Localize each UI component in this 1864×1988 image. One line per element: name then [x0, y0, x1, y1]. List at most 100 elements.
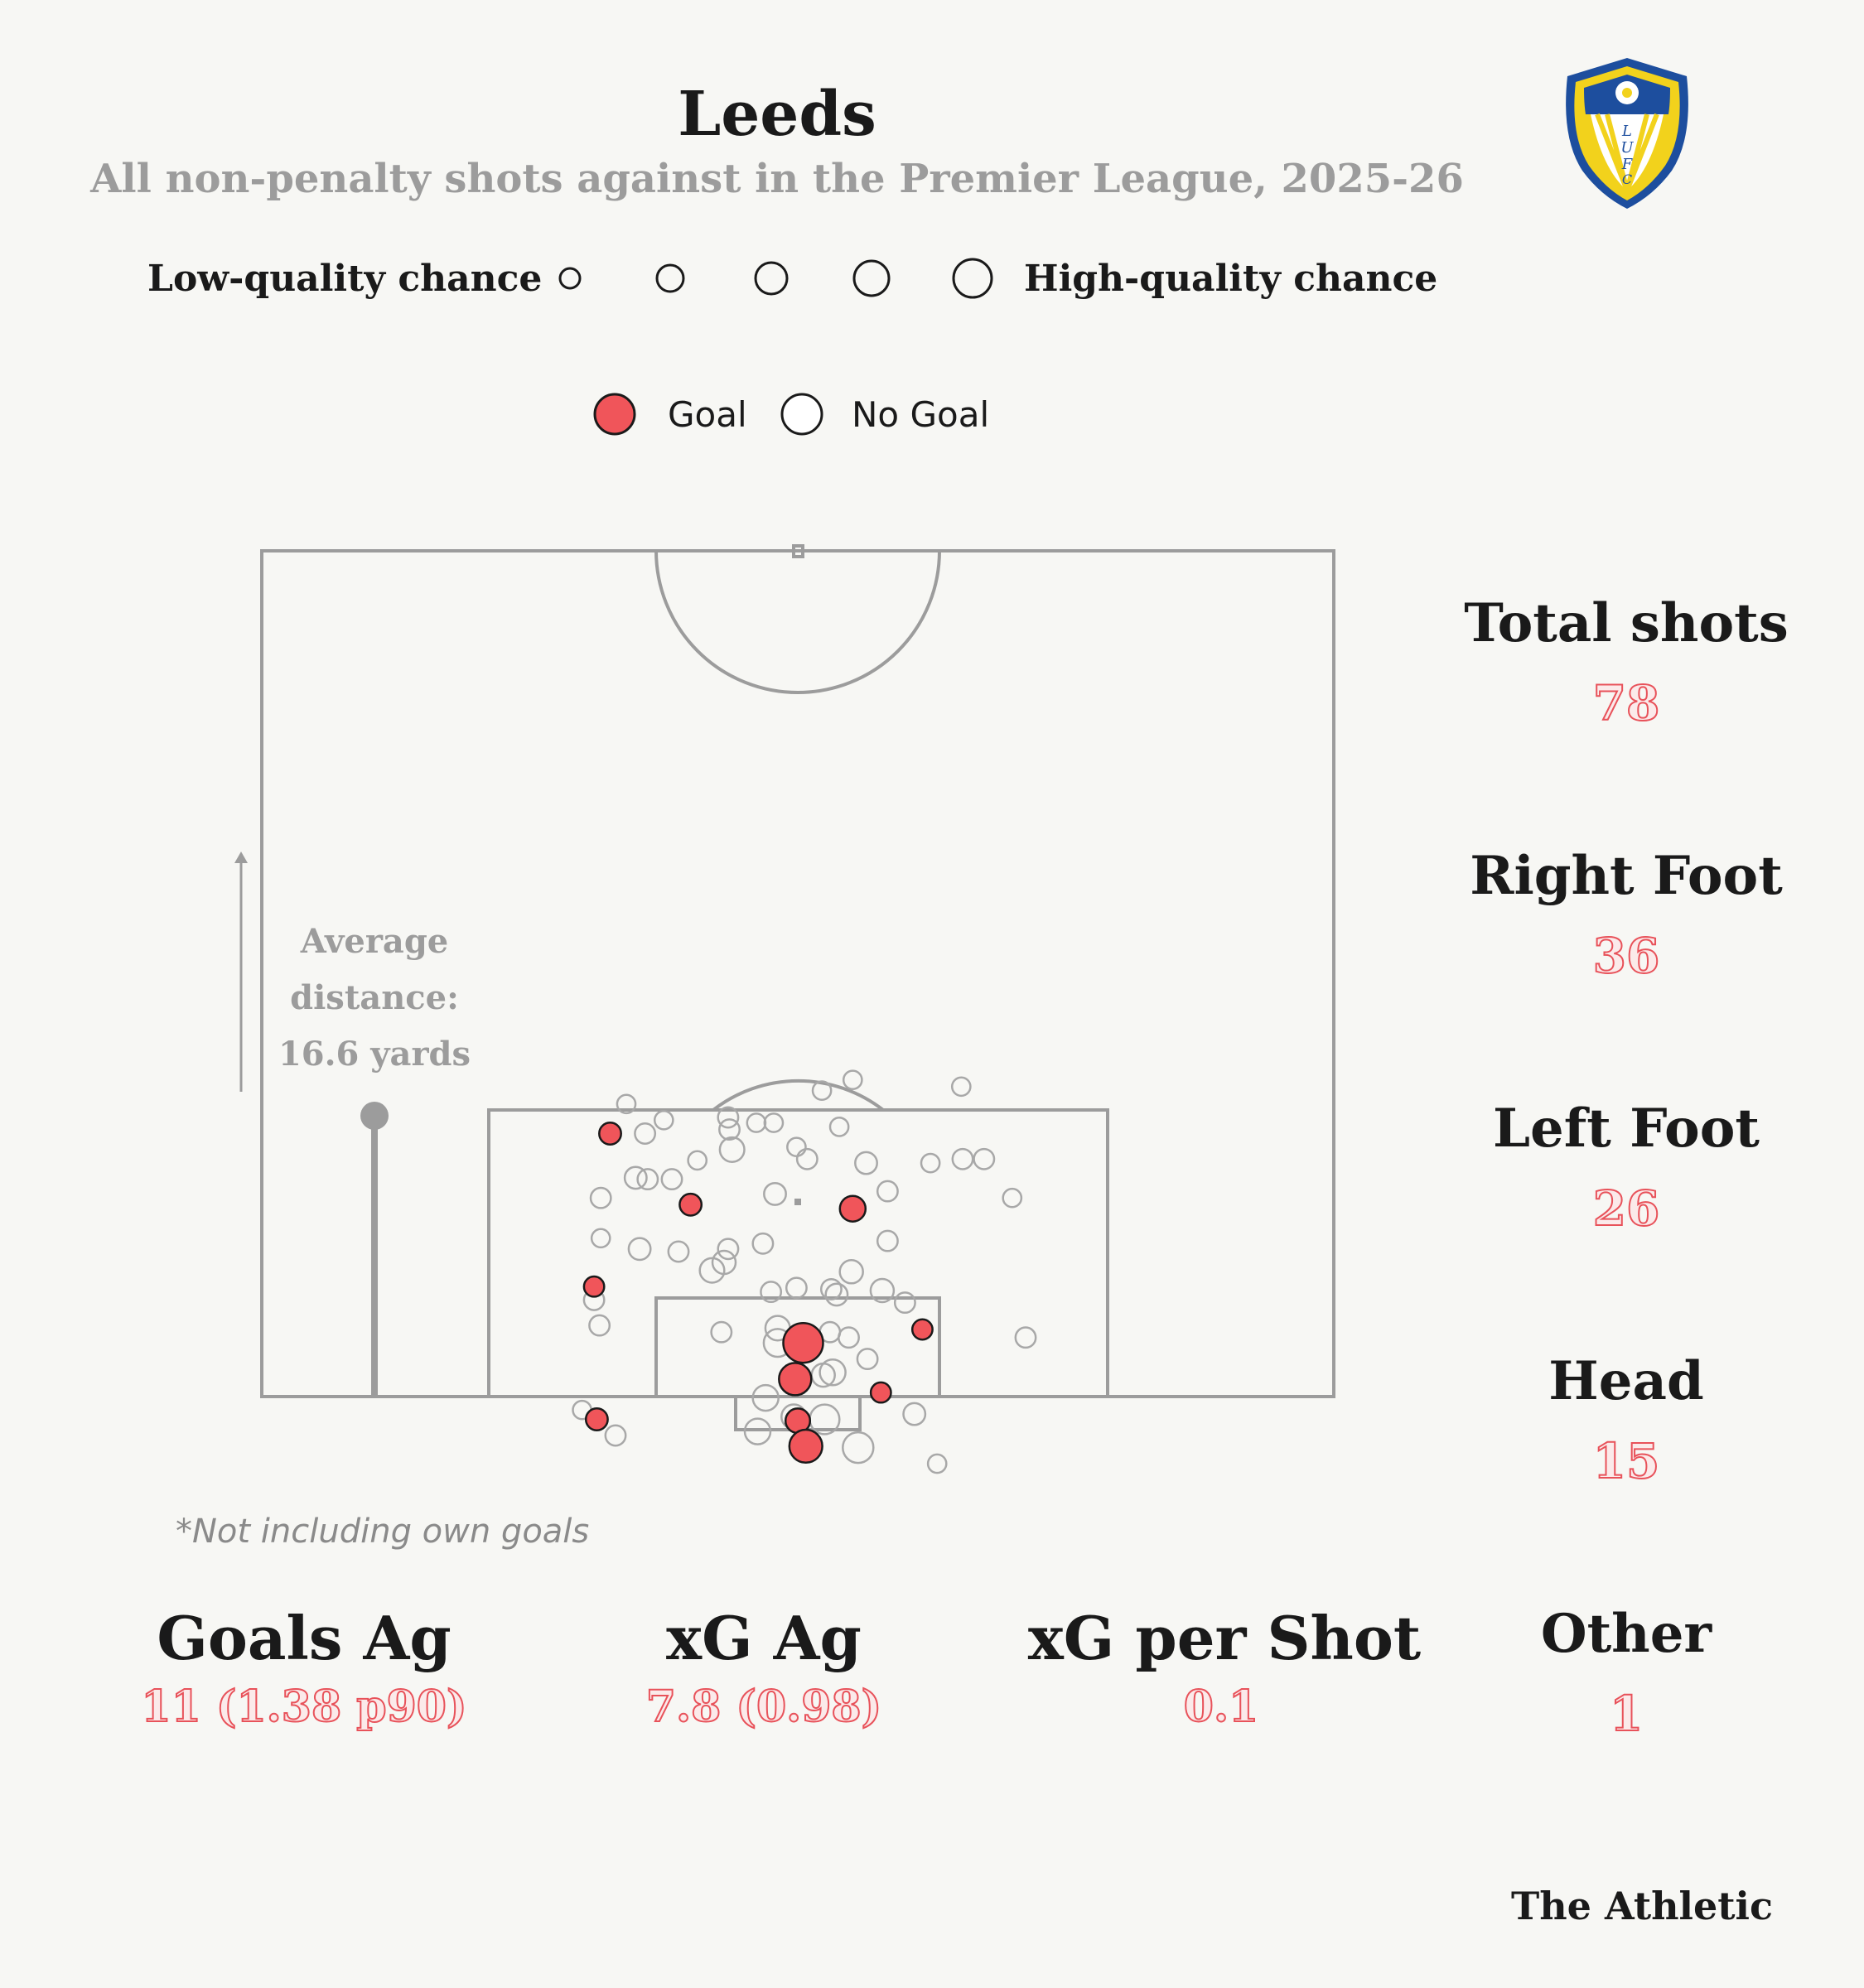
head-value: 15	[1592, 1432, 1661, 1490]
xg-per-shot-value: 0.1	[1183, 1681, 1259, 1733]
shot-no-goal	[1002, 1187, 1023, 1209]
shot-goal	[838, 1194, 867, 1223]
shot-no-goal	[634, 1122, 657, 1145]
shot-no-goal	[838, 1259, 864, 1285]
shot-goal	[582, 1275, 606, 1298]
avg-distance-line2: distance:	[290, 978, 459, 1017]
shot-goal	[584, 1407, 609, 1431]
nogoal-legend-label: No Goal	[852, 394, 990, 435]
head-label: Head	[1548, 1350, 1704, 1412]
shot-no-goal	[653, 1109, 674, 1131]
shot-no-goal	[785, 1276, 808, 1300]
size-legend-circle-2	[655, 263, 685, 293]
leeds-crest-icon: L U F C	[1566, 58, 1688, 209]
shot-no-goal	[667, 1240, 690, 1263]
shot-no-goal	[588, 1314, 611, 1337]
shot-no-goal	[842, 1431, 875, 1464]
shot-no-goal	[763, 1181, 787, 1206]
shot-no-goal	[795, 1147, 819, 1170]
low-quality-label: Low-quality chance	[147, 258, 543, 300]
shot-no-goal	[718, 1118, 741, 1141]
shot-no-goal	[951, 1147, 974, 1170]
shot-no-goal	[920, 1152, 941, 1174]
right-foot-value: 36	[1592, 927, 1661, 985]
arrow-head	[234, 852, 248, 863]
shot-no-goal	[876, 1229, 899, 1252]
size-legend-circle-3	[754, 261, 789, 296]
shot-no-goal	[717, 1238, 740, 1261]
shot-no-goal	[854, 1151, 878, 1175]
shots-layer	[572, 1069, 1037, 1474]
shot-no-goal	[589, 1186, 612, 1209]
shot-no-goal	[751, 1232, 775, 1255]
high-quality-label: High-quality chance	[1024, 258, 1438, 300]
shot-no-goal	[893, 1291, 916, 1315]
avg-distance-line3: 16.6 yards	[278, 1035, 471, 1074]
shot-no-goal	[902, 1402, 927, 1426]
avg-distance-line1: Average	[300, 922, 449, 961]
shot-no-goal	[698, 1257, 726, 1284]
shot-goal	[910, 1318, 934, 1341]
shot-no-goal	[590, 1228, 611, 1249]
shot-no-goal	[819, 1358, 847, 1387]
shot-no-goal	[926, 1453, 948, 1474]
shot-goal	[788, 1428, 823, 1464]
shot-no-goal	[763, 1112, 785, 1133]
chart-title: Leeds	[678, 79, 876, 150]
size-legend-circle-5	[952, 258, 993, 299]
shot-no-goal	[604, 1424, 627, 1447]
shot-no-goal	[627, 1237, 652, 1262]
other-label: Other	[1540, 1603, 1712, 1665]
other-value: 1	[1609, 1685, 1644, 1743]
pitch-outline	[260, 549, 1335, 1398]
size-legend-circle-1	[558, 267, 582, 290]
goals-against-value: 11 (1.38 p90)	[140, 1681, 467, 1733]
shot-no-goal	[973, 1147, 996, 1170]
penalty-arc	[712, 1078, 885, 1112]
total-shots-label: Total shots	[1464, 592, 1789, 654]
shot-no-goal	[743, 1417, 772, 1445]
shot-no-goal	[842, 1069, 863, 1091]
xg-against-label: xG Ag	[666, 1603, 862, 1673]
shot-no-goal	[869, 1277, 896, 1304]
shot-no-goal	[1014, 1326, 1037, 1349]
xg-against-value: 7.8 (0.98)	[645, 1681, 882, 1733]
shot-no-goal	[824, 1282, 849, 1307]
left-foot-value: 26	[1592, 1180, 1661, 1238]
centre-circle	[654, 550, 941, 694]
shot-map	[234, 544, 1335, 1474]
xg-per-shot-label: xG per Shot	[1027, 1603, 1422, 1673]
shot-no-goal	[810, 1362, 836, 1388]
shot-no-goal	[876, 1180, 899, 1203]
shot-no-goal	[687, 1150, 708, 1171]
svg-text:L: L	[1621, 123, 1632, 140]
centre-spot	[792, 544, 804, 558]
goal-legend-label: Goal	[668, 394, 747, 435]
shot-no-goal	[950, 1076, 972, 1098]
shot-no-goal	[760, 1281, 783, 1304]
shot-goal	[778, 1362, 813, 1397]
right-foot-label: Right Foot	[1470, 845, 1783, 907]
shot-no-goal	[636, 1168, 659, 1191]
shot-goal	[678, 1192, 703, 1217]
shot-goal	[598, 1122, 622, 1146]
shot-no-goal	[623, 1165, 648, 1190]
shot-goal	[869, 1381, 892, 1404]
svg-text:F: F	[1621, 156, 1634, 173]
shot-no-goal	[786, 1136, 807, 1158]
shot-no-goal	[828, 1117, 850, 1137]
shot-no-goal	[717, 1106, 740, 1129]
goals-against-label: Goals Ag	[157, 1603, 452, 1673]
shot-no-goal	[811, 1080, 833, 1101]
the-athletic-logo: The Athletic	[1510, 1884, 1773, 1928]
nogoal-legend-marker	[780, 393, 823, 436]
average-distance-marker	[360, 1102, 389, 1130]
shot-no-goal	[819, 1277, 843, 1300]
quality-size-legend	[558, 258, 993, 299]
shot-no-goal	[751, 1383, 780, 1412]
left-foot-label: Left Foot	[1493, 1098, 1760, 1160]
penalty-spot	[794, 1199, 801, 1205]
shot-no-goal	[718, 1136, 746, 1163]
svg-text:C: C	[1622, 171, 1632, 187]
shot-goal	[782, 1321, 824, 1364]
